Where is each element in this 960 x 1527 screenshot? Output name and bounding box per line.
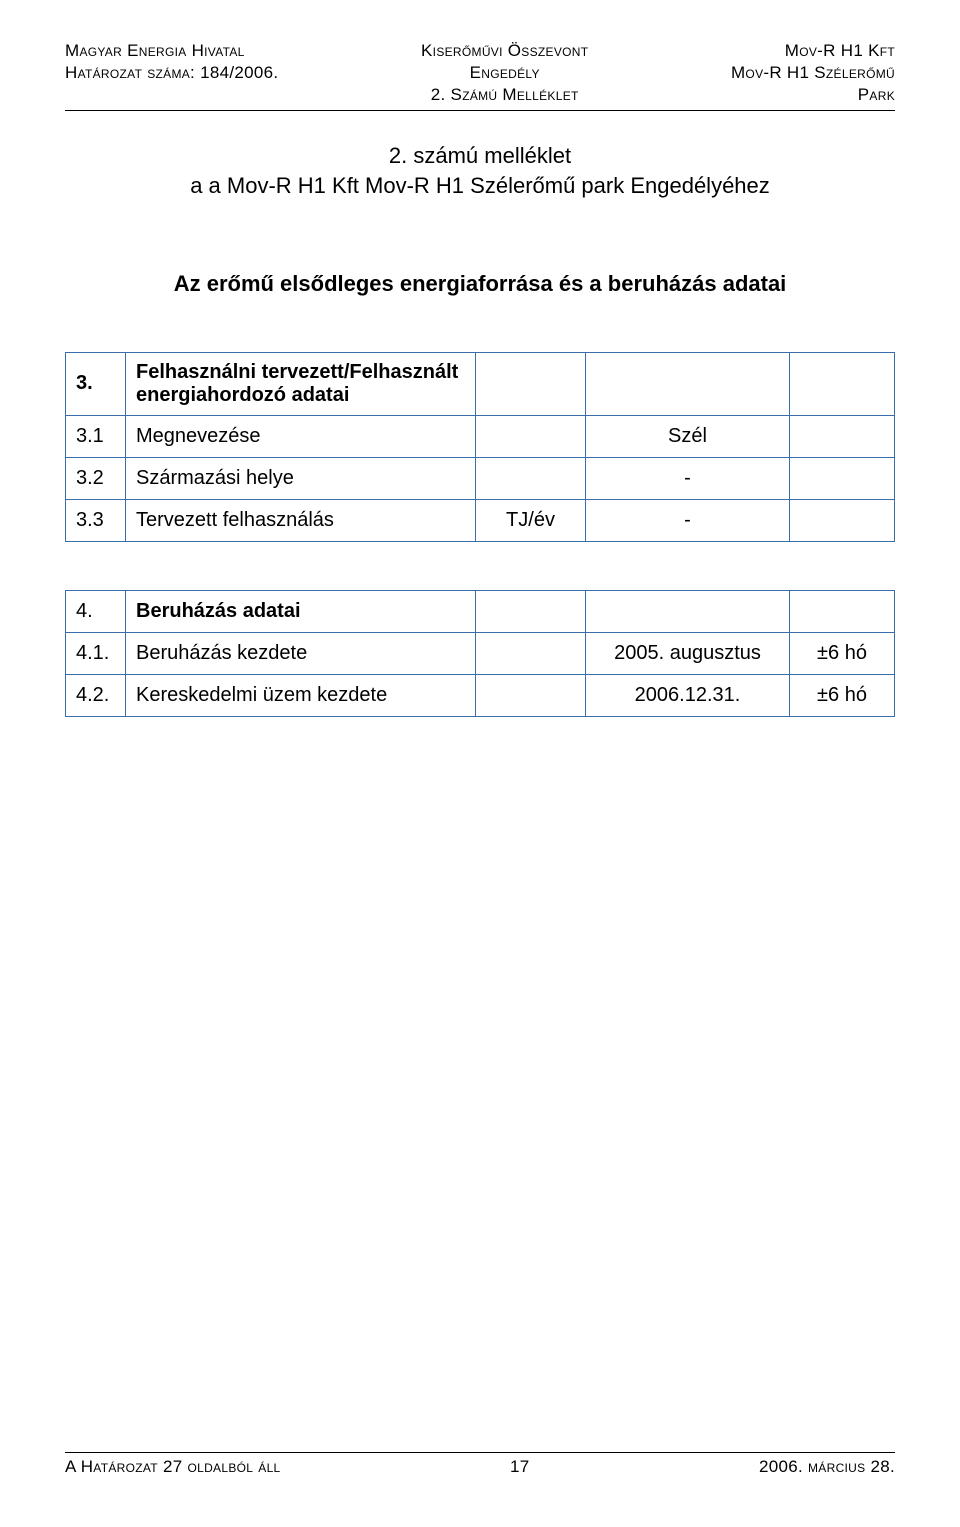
- cell-label: Megnevezése: [126, 415, 476, 457]
- table-energy-carrier: 3. Felhasználni tervezett/Felhasznált en…: [65, 352, 895, 542]
- header-company: Mov-R H1 Kft: [785, 40, 895, 62]
- cell-label: Tervezett felhasználás: [126, 499, 476, 541]
- cell-extra: [790, 499, 895, 541]
- cell-value: 2005. augusztus: [586, 632, 790, 674]
- table-row: 4. Beruházás adatai: [66, 590, 895, 632]
- cell-num: 3.2: [66, 457, 126, 499]
- cell-extra: ±6 hó: [790, 674, 895, 716]
- footer-left: A Határozat 27 oldalból áll: [65, 1457, 281, 1477]
- cell-num: 3.1: [66, 415, 126, 457]
- header-center-line3: 2. Számú Melléklet: [431, 84, 579, 106]
- cell-unit: [476, 457, 586, 499]
- header-plant-line1: Mov-R H1 Szélerőmű: [731, 62, 895, 84]
- document-title-block: 2. számú melléklet a a Mov-R H1 Kft Mov-…: [65, 141, 895, 200]
- cell-value: -: [586, 457, 790, 499]
- cell-num: 3.3: [66, 499, 126, 541]
- footer-divider: [65, 1452, 895, 1453]
- cell-extra: [790, 590, 895, 632]
- cell-num: 4.1.: [66, 632, 126, 674]
- table-row: 3. Felhasználni tervezett/Felhasznált en…: [66, 352, 895, 415]
- page-header: Magyar Energia Hivatal Határozat száma: …: [65, 40, 895, 106]
- cell-unit: TJ/év: [476, 499, 586, 541]
- cell-label: Beruházás adatai: [126, 590, 476, 632]
- cell-value: [586, 590, 790, 632]
- cell-label: Beruházás kezdete: [126, 632, 476, 674]
- header-left: Magyar Energia Hivatal Határozat száma: …: [65, 40, 278, 106]
- header-decision-number: Határozat száma: 184/2006.: [65, 62, 278, 84]
- header-right: Mov-R H1 Kft Mov-R H1 Szélerőmű Park: [731, 40, 895, 106]
- footer-page-number: 17: [510, 1457, 530, 1477]
- table-row: 4.1. Beruházás kezdete 2005. augusztus ±…: [66, 632, 895, 674]
- cell-value: -: [586, 499, 790, 541]
- table-row: 3.1 Megnevezése Szél: [66, 415, 895, 457]
- cell-value: [586, 352, 790, 415]
- cell-label: Kereskedelmi üzem kezdete: [126, 674, 476, 716]
- cell-value: 2006.12.31.: [586, 674, 790, 716]
- header-center: Kiserőművi Összevont Engedély 2. Számú M…: [421, 40, 588, 106]
- cell-label: Származási helye: [126, 457, 476, 499]
- cell-unit: [476, 632, 586, 674]
- cell-label: Felhasználni tervezett/Felhasznált energ…: [126, 352, 476, 415]
- cell-extra: [790, 415, 895, 457]
- cell-unit: [476, 674, 586, 716]
- table-row: 3.2 Származási helye -: [66, 457, 895, 499]
- cell-extra: ±6 hó: [790, 632, 895, 674]
- page-footer: A Határozat 27 oldalból áll 17 2006. már…: [65, 1452, 895, 1477]
- header-center-line1: Kiserőművi Összevont: [421, 40, 588, 62]
- cell-value: Szél: [586, 415, 790, 457]
- cell-num: 4.2.: [66, 674, 126, 716]
- cell-num: 3.: [66, 352, 126, 415]
- table-row: 4.2. Kereskedelmi üzem kezdete 2006.12.3…: [66, 674, 895, 716]
- header-center-line2: Engedély: [470, 62, 540, 84]
- table-investment: 4. Beruházás adatai 4.1. Beruházás kezde…: [65, 590, 895, 717]
- header-authority: Magyar Energia Hivatal: [65, 40, 278, 62]
- document-title-line1: 2. számú melléklet: [65, 141, 895, 171]
- cell-unit: [476, 352, 586, 415]
- cell-num: 4.: [66, 590, 126, 632]
- table-row: 3.3 Tervezett felhasználás TJ/év -: [66, 499, 895, 541]
- cell-extra: [790, 352, 895, 415]
- subheading: Az erőmű elsődleges energiaforrása és a …: [65, 271, 895, 297]
- header-plant-line2: Park: [858, 84, 895, 106]
- cell-extra: [790, 457, 895, 499]
- cell-unit: [476, 415, 586, 457]
- document-title-line2: a a Mov-R H1 Kft Mov-R H1 Szélerőmű park…: [65, 171, 895, 201]
- cell-unit: [476, 590, 586, 632]
- footer-date: 2006. március 28.: [759, 1457, 895, 1477]
- header-divider: [65, 110, 895, 111]
